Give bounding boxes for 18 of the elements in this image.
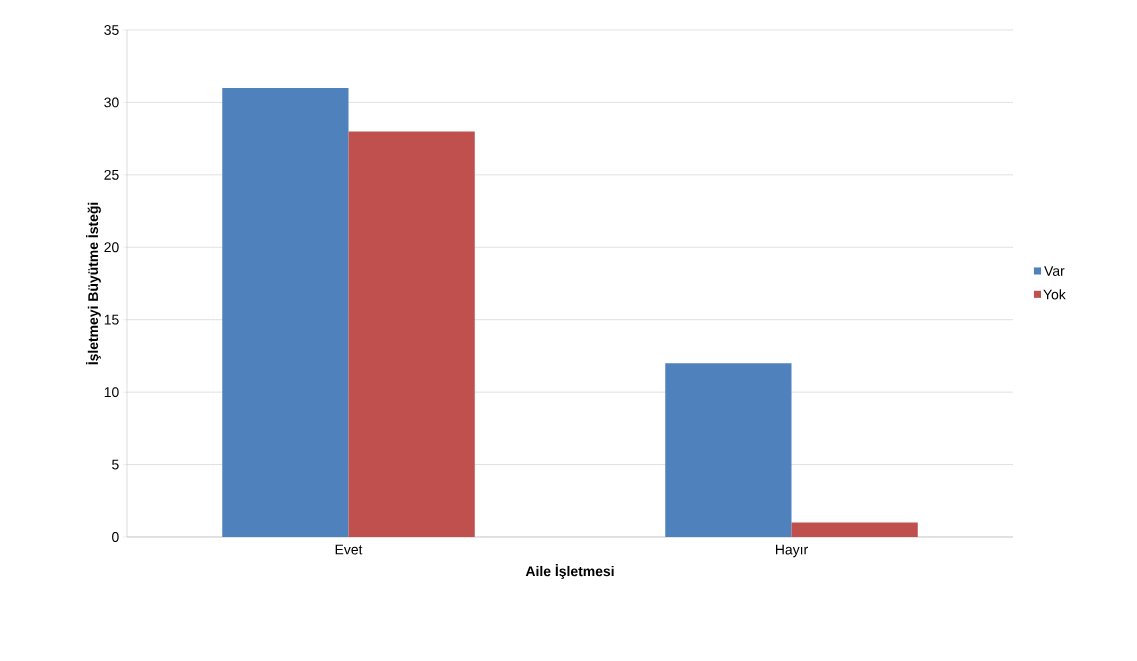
y-tick-label: 5 <box>112 459 119 470</box>
y-tick-label: 0 <box>112 532 119 542</box>
y-tick-label: 10 <box>104 387 119 398</box>
y-tick-label: 15 <box>104 314 119 325</box>
y-tick-label: 20 <box>104 242 119 253</box>
bar <box>348 131 475 537</box>
y-tick-label: 30 <box>104 97 119 108</box>
y-tick-label: 35 <box>104 25 119 35</box>
legend-label: Yok <box>1043 289 1066 300</box>
x-tick-label: Evet <box>335 544 363 555</box>
bar <box>222 87 349 537</box>
y-axis-title: İşletmeyi Büyütme İsteği <box>85 202 101 365</box>
legend-label: Var <box>1044 266 1065 276</box>
y-tick-label: 25 <box>104 169 119 180</box>
x-tick-label: Hayır <box>775 544 808 558</box>
x-axis-title: Aile İşletmesi <box>525 564 614 579</box>
bar <box>665 363 792 537</box>
bar <box>791 522 918 537</box>
